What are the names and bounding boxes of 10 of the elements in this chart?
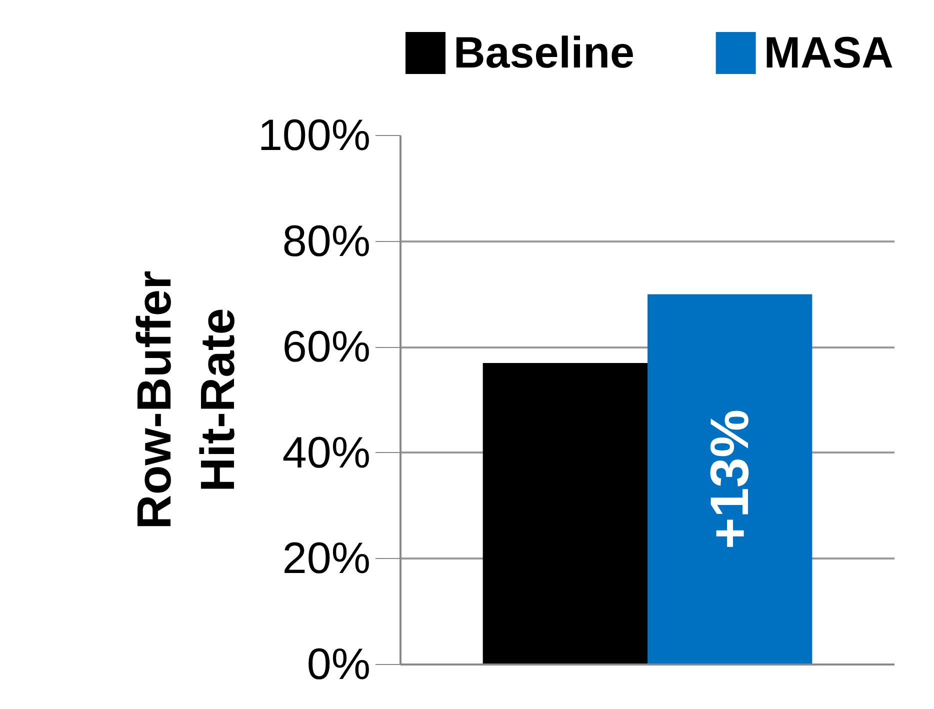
annotation: +13% [700,410,760,550]
y-axis-title: Row-Buffer Hit-Rate [128,270,245,530]
y-tick-label: 40% [282,428,371,478]
y-tick-label: 80% [282,216,371,266]
y-tick-label: 60% [282,322,371,372]
y-tick-label: 100% [258,111,371,160]
y-tick-label: 20% [282,534,371,584]
legend-label: MASA [764,28,894,78]
y-tick-label: 0% [306,640,370,689]
legend-label: Baseline [454,28,634,78]
